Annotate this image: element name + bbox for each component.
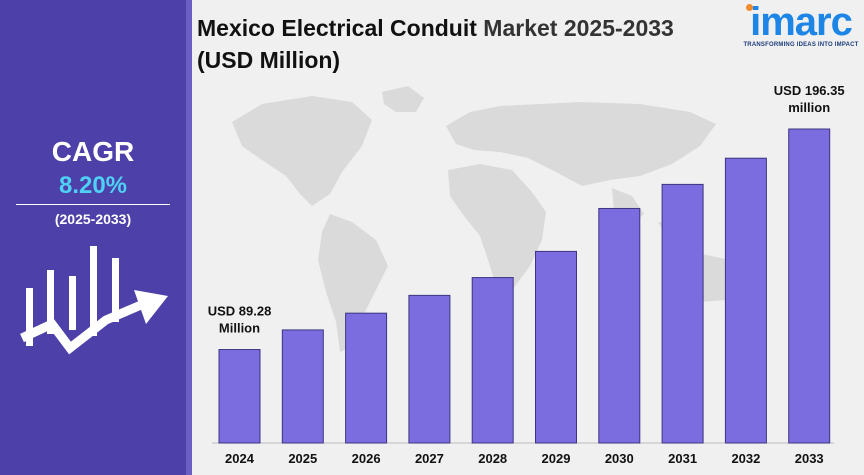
chart-title: Mexico Electrical Conduit Market 2025-20… [197, 12, 737, 76]
data-label-2024-line1: USD 89.28 [208, 304, 272, 319]
title-line2: (USD Million) [197, 47, 341, 73]
logo-tagline: TRANSFORMING IDEAS INTO IMPACT [743, 42, 859, 48]
x-tick-2027: 2027 [415, 451, 444, 466]
x-tick-2028: 2028 [478, 451, 507, 466]
data-label-2024-line2: Million [219, 321, 260, 336]
bar-2029 [535, 250, 577, 444]
bar-2033 [788, 128, 831, 444]
imarc-logo: imarc TRANSFORMING IDEAS INTO IMPACT [742, 2, 860, 52]
bar-2026 [345, 312, 388, 444]
x-tick-2033: 2033 [795, 451, 824, 466]
bar-2027 [408, 294, 451, 444]
data-label-2033-line1: USD 196.35 [774, 83, 845, 98]
logo-wordmark: imarc [750, 0, 853, 44]
sidebar-edge [186, 0, 192, 475]
bar-2032 [724, 157, 767, 444]
cagr-label: CAGR [51, 136, 135, 167]
x-tick-2029: 2029 [542, 451, 571, 466]
bar-2025 [281, 329, 324, 444]
cagr-period: (2025-2033) [54, 211, 132, 227]
x-tick-2026: 2026 [352, 451, 381, 466]
title-line1-muted: Market 2025-2033 [476, 15, 674, 41]
x-tick-2030: 2030 [605, 451, 634, 466]
cagr-divider [16, 204, 170, 205]
title-line1: Mexico Electrical Conduit [197, 15, 477, 41]
x-tick-2031: 2031 [668, 451, 697, 466]
logo-accent-dot [746, 4, 753, 11]
x-tick-2032: 2032 [731, 451, 760, 466]
x-tick-2025: 2025 [288, 451, 317, 466]
world-map-background [232, 86, 742, 352]
bar-2031 [661, 183, 704, 444]
bar-2030 [598, 207, 641, 444]
cagr-value: 8.20% [58, 172, 128, 199]
growth-chart-arrow-icon [20, 246, 168, 355]
x-tick-2024: 2024 [225, 451, 255, 466]
bar-2024 [218, 349, 261, 444]
data-label-2033-line2: million [788, 100, 830, 115]
bar-2028 [471, 277, 514, 444]
cagr-sidebar [0, 0, 186, 475]
